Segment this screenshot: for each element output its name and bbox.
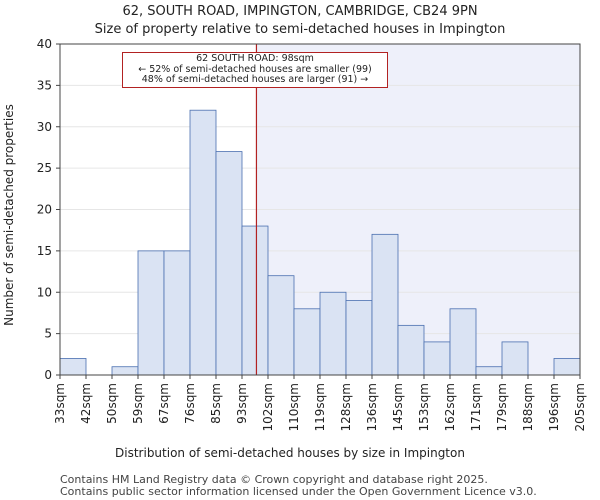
- y-tick-label: 30: [37, 120, 52, 134]
- x-tick-label: 136sqm: [365, 383, 379, 431]
- histogram-bar: [215, 151, 243, 376]
- histogram-bar: [241, 225, 269, 376]
- x-tick-label: 93sqm: [235, 383, 249, 424]
- histogram-bar: [475, 366, 503, 376]
- histogram-bar: [267, 275, 295, 376]
- histogram-bar: [59, 358, 87, 376]
- footer-line-2: Contains public sector information licen…: [60, 485, 537, 498]
- x-tick-label: 76sqm: [183, 383, 197, 424]
- y-axis-label: Number of semi-detached properties: [2, 104, 16, 326]
- histogram-bar: [163, 250, 191, 376]
- y-tick-label: 15: [37, 244, 52, 258]
- annotation-line-1: 62 SOUTH ROAD: 98sqm: [196, 53, 314, 64]
- y-tick-label: 35: [37, 78, 52, 92]
- y-tick-label: 20: [37, 203, 52, 217]
- y-tick-label: 40: [37, 37, 52, 51]
- x-tick-label: 188sqm: [521, 383, 535, 431]
- x-tick-label: 59sqm: [131, 383, 145, 424]
- x-tick-label: 67sqm: [157, 383, 171, 424]
- x-tick-label: 162sqm: [443, 383, 457, 431]
- histogram-bar: [293, 308, 321, 376]
- annotation-line-2: ← 52% of semi-detached houses are smalle…: [138, 63, 372, 75]
- histogram-bar: [397, 324, 425, 376]
- x-tick-label: 119sqm: [313, 383, 327, 431]
- x-tick-label: 128sqm: [339, 383, 353, 431]
- annotation-box: 62 SOUTH ROAD: 98sqm ← 52% of semi-detac…: [122, 52, 388, 88]
- x-axis-label: Distribution of semi-detached houses by …: [115, 446, 465, 460]
- footer-line-1: Contains HM Land Registry data © Crown c…: [60, 473, 488, 486]
- histogram-bar: [553, 358, 581, 376]
- x-tick-label: 110sqm: [287, 383, 301, 431]
- x-tick-label: 42sqm: [79, 383, 93, 424]
- x-tick-label: 85sqm: [209, 383, 223, 424]
- y-tick-label: 0: [44, 368, 52, 382]
- histogram-bar: [137, 250, 165, 376]
- x-tick-label: 33sqm: [53, 383, 67, 424]
- x-tick-label: 179sqm: [495, 383, 509, 431]
- histogram-bar: [423, 341, 451, 376]
- y-tick-label: 5: [44, 327, 52, 341]
- x-tick-label: 153sqm: [417, 383, 431, 431]
- x-tick-label: 50sqm: [105, 383, 119, 424]
- histogram-bar: [371, 233, 399, 376]
- histogram-bar: [111, 366, 139, 376]
- histogram-bar: [319, 291, 347, 376]
- x-tick-label: 205sqm: [573, 383, 587, 431]
- chart-title: 62, SOUTH ROAD, IMPINGTON, CAMBRIDGE, CB…: [122, 4, 478, 19]
- x-tick-label: 171sqm: [469, 383, 483, 431]
- annotation-line-3: 48% of semi-detached houses are larger (…: [141, 74, 369, 85]
- histogram-bar: [501, 341, 529, 376]
- chart-subtitle: Size of property relative to semi-detach…: [94, 22, 506, 37]
- histogram-bar: [345, 300, 373, 376]
- y-tick-label: 10: [37, 285, 52, 299]
- y-tick-label: 25: [37, 161, 52, 175]
- x-tick-label: 145sqm: [391, 383, 405, 431]
- histogram-bar: [449, 308, 477, 376]
- x-tick-label: 102sqm: [261, 383, 275, 431]
- x-tick-label: 196sqm: [547, 383, 561, 431]
- histogram-bar: [189, 109, 217, 376]
